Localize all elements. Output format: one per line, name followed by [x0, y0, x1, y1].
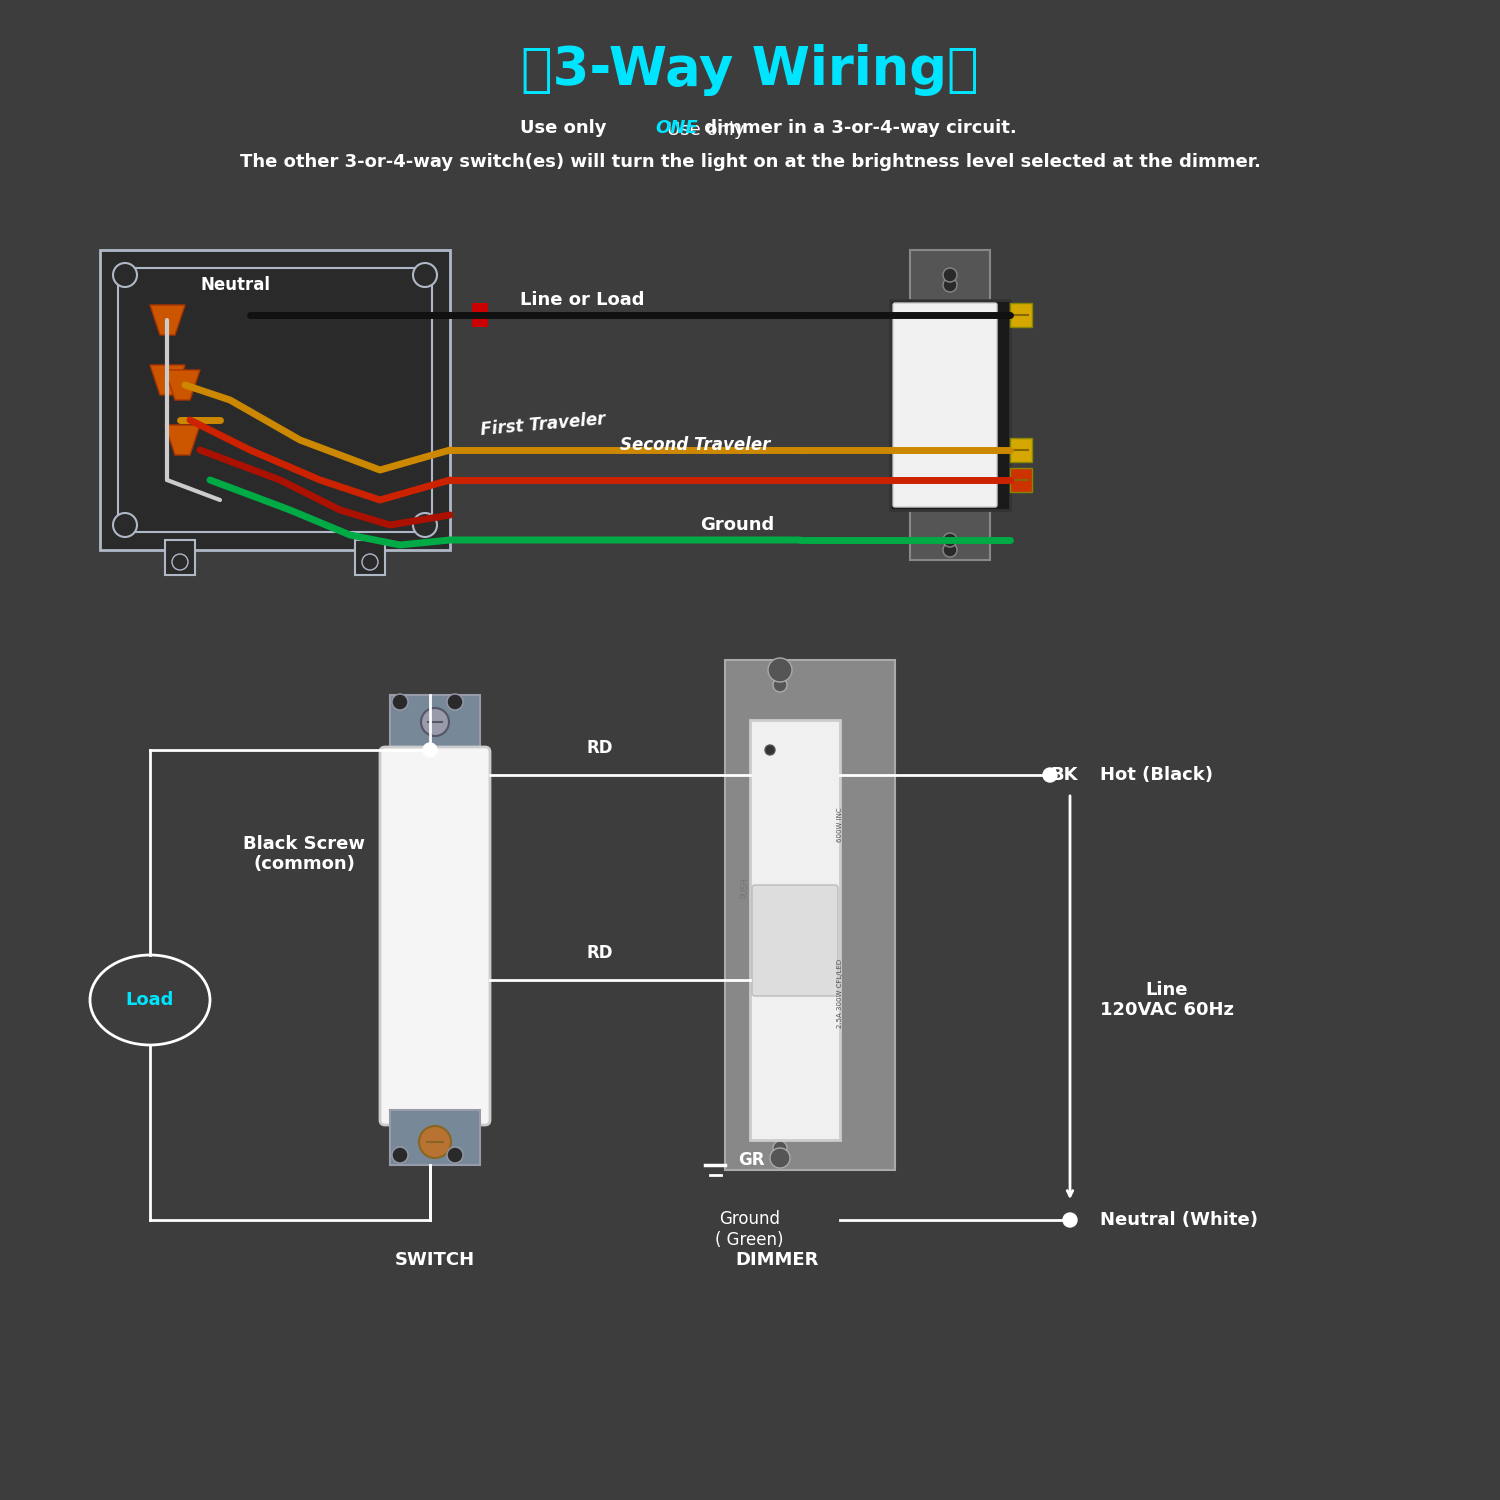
Circle shape — [772, 678, 788, 692]
Circle shape — [419, 1126, 452, 1158]
Circle shape — [772, 1142, 788, 1155]
Circle shape — [765, 746, 776, 754]
Polygon shape — [150, 364, 184, 394]
FancyBboxPatch shape — [380, 747, 490, 1125]
FancyBboxPatch shape — [390, 1110, 480, 1166]
Circle shape — [1064, 1214, 1077, 1227]
Text: 【3-Way Wiring】: 【3-Way Wiring】 — [520, 44, 980, 96]
Text: Black Screw
(common): Black Screw (common) — [243, 834, 364, 873]
Circle shape — [392, 1148, 408, 1162]
Circle shape — [413, 513, 436, 537]
FancyBboxPatch shape — [1010, 468, 1032, 492]
Circle shape — [944, 268, 957, 282]
Circle shape — [392, 694, 408, 709]
Text: Ground: Ground — [700, 516, 774, 534]
Text: Neutral: Neutral — [200, 276, 270, 294]
Text: The other 3-or-4-way switch(es) will turn the light on at the brightness level s: The other 3-or-4-way switch(es) will tur… — [240, 153, 1260, 171]
Text: RD: RD — [586, 740, 613, 758]
Text: Line or Load: Line or Load — [520, 291, 645, 309]
Text: Neutral (White): Neutral (White) — [1100, 1210, 1258, 1228]
Text: BK: BK — [1050, 766, 1077, 784]
Text: RD: RD — [586, 944, 613, 962]
Circle shape — [112, 513, 136, 537]
Text: Use only: Use only — [666, 122, 750, 140]
Circle shape — [944, 278, 957, 292]
FancyBboxPatch shape — [472, 303, 488, 327]
FancyBboxPatch shape — [100, 251, 450, 550]
Text: First Traveler: First Traveler — [480, 411, 606, 440]
Text: Second Traveler: Second Traveler — [620, 436, 771, 454]
Text: SWITCH: SWITCH — [394, 1251, 476, 1269]
Text: Load: Load — [126, 992, 174, 1010]
FancyBboxPatch shape — [752, 885, 839, 996]
Text: DIMMER: DIMMER — [735, 1251, 819, 1269]
Polygon shape — [165, 424, 200, 454]
Circle shape — [447, 1148, 464, 1162]
FancyBboxPatch shape — [724, 660, 896, 1170]
Circle shape — [422, 708, 448, 736]
FancyBboxPatch shape — [890, 300, 1010, 510]
Text: ONE: ONE — [656, 118, 698, 136]
Text: Hot (Black): Hot (Black) — [1100, 766, 1214, 784]
FancyBboxPatch shape — [1010, 438, 1032, 462]
Polygon shape — [150, 304, 184, 334]
Text: 600W INC: 600W INC — [837, 807, 843, 843]
Circle shape — [172, 554, 188, 570]
FancyBboxPatch shape — [165, 540, 195, 574]
Circle shape — [112, 262, 136, 286]
FancyBboxPatch shape — [892, 303, 998, 507]
Text: dimmer in a 3-or-4-way circuit.: dimmer in a 3-or-4-way circuit. — [698, 118, 1017, 136]
Circle shape — [413, 262, 436, 286]
Circle shape — [944, 543, 957, 556]
FancyBboxPatch shape — [910, 251, 990, 300]
Text: 2.5A 300W CFL/LED: 2.5A 300W CFL/LED — [837, 958, 843, 1028]
Text: Line
120VAC 60Hz: Line 120VAC 60Hz — [1100, 981, 1234, 1020]
FancyBboxPatch shape — [1010, 303, 1032, 327]
FancyBboxPatch shape — [910, 510, 990, 560]
FancyBboxPatch shape — [750, 720, 840, 1140]
Circle shape — [447, 694, 464, 709]
Circle shape — [1042, 768, 1058, 782]
Circle shape — [944, 532, 957, 548]
FancyBboxPatch shape — [356, 540, 386, 574]
Circle shape — [423, 742, 436, 758]
Text: GR: GR — [738, 1150, 765, 1168]
Text: Use only: Use only — [520, 118, 612, 136]
Text: PUSH: PUSH — [741, 878, 750, 898]
Circle shape — [362, 554, 378, 570]
Polygon shape — [165, 370, 200, 400]
FancyBboxPatch shape — [390, 694, 480, 750]
Text: Ground
( Green): Ground ( Green) — [716, 1210, 783, 1249]
Circle shape — [770, 1148, 790, 1168]
Circle shape — [768, 658, 792, 682]
